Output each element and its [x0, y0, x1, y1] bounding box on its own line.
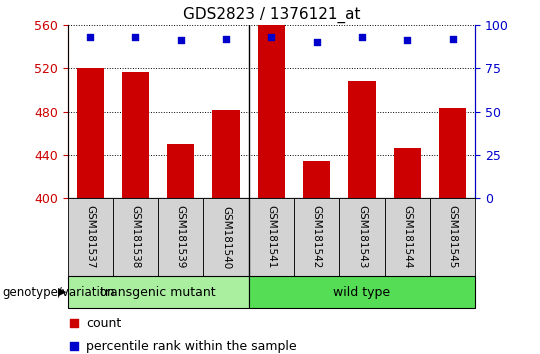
Bar — [158, 198, 204, 276]
Text: GSM181540: GSM181540 — [221, 206, 231, 269]
Text: GSM181542: GSM181542 — [312, 205, 322, 269]
Text: GSM181543: GSM181543 — [357, 205, 367, 269]
Text: GSM181538: GSM181538 — [131, 205, 140, 269]
Bar — [430, 198, 475, 276]
Text: GSM181541: GSM181541 — [266, 205, 276, 269]
Bar — [384, 198, 430, 276]
Text: GSM181537: GSM181537 — [85, 205, 95, 269]
Text: wild type: wild type — [333, 286, 390, 298]
Bar — [68, 198, 113, 276]
Point — [312, 39, 321, 45]
Text: GSM181545: GSM181545 — [448, 205, 457, 269]
Bar — [394, 148, 421, 198]
Point — [177, 38, 185, 43]
Bar — [294, 198, 339, 276]
Bar — [249, 198, 294, 276]
Bar — [258, 25, 285, 198]
Point — [357, 34, 366, 40]
Point — [403, 38, 411, 43]
Title: GDS2823 / 1376121_at: GDS2823 / 1376121_at — [183, 7, 360, 23]
Point — [86, 34, 94, 40]
Bar — [113, 198, 158, 276]
Bar — [77, 68, 104, 198]
Text: count: count — [86, 316, 121, 330]
Text: genotype/variation: genotype/variation — [3, 286, 115, 298]
Bar — [167, 144, 194, 198]
Point — [69, 320, 78, 326]
Bar — [339, 198, 384, 276]
Point — [222, 36, 231, 41]
Text: ▶: ▶ — [58, 287, 67, 297]
Bar — [68, 276, 249, 308]
Text: percentile rank within the sample: percentile rank within the sample — [86, 339, 296, 353]
Point — [69, 343, 78, 349]
Text: GSM181544: GSM181544 — [402, 205, 412, 269]
Bar — [249, 276, 475, 308]
Text: GSM181539: GSM181539 — [176, 205, 186, 269]
Bar — [212, 110, 240, 198]
Bar — [348, 81, 375, 198]
Bar — [204, 198, 249, 276]
Bar — [439, 108, 466, 198]
Bar — [122, 73, 149, 198]
Text: transgenic mutant: transgenic mutant — [100, 286, 216, 298]
Bar — [303, 161, 330, 198]
Point — [267, 34, 276, 40]
Point — [448, 36, 457, 41]
Point — [131, 34, 140, 40]
